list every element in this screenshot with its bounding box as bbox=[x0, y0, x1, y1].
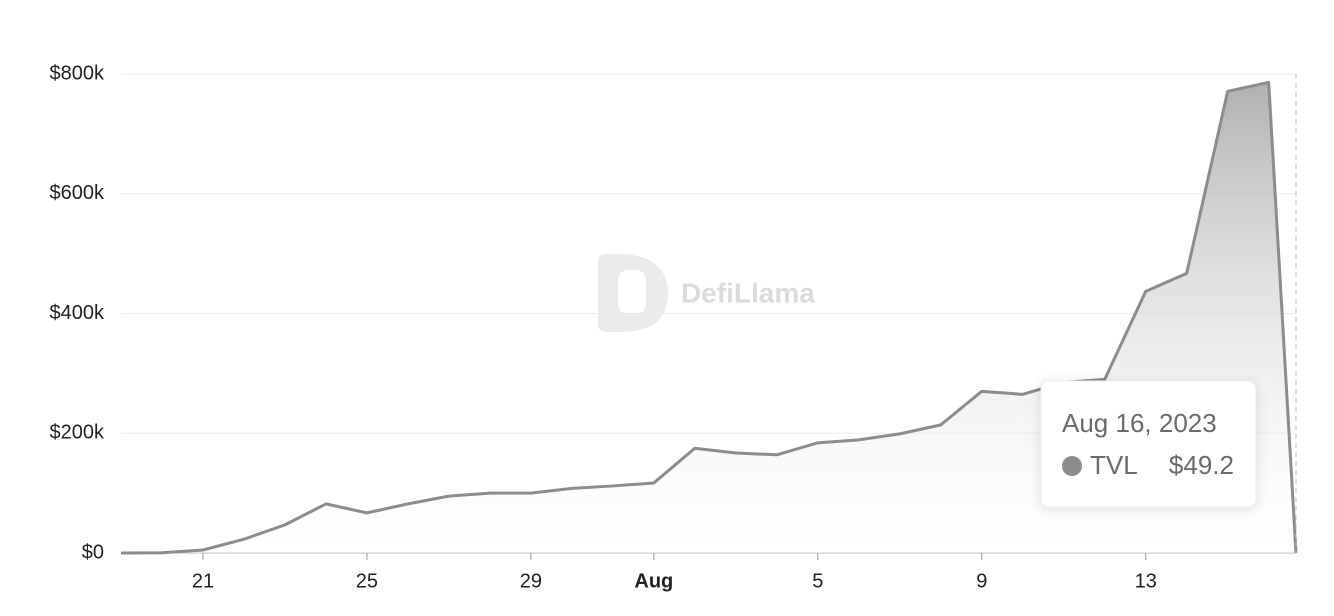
y-tick-label: $200k bbox=[50, 422, 105, 444]
y-tick-label: $600k bbox=[50, 182, 105, 204]
tooltip-date: Aug 16, 2023 bbox=[1062, 408, 1217, 438]
y-tick-label: $800k bbox=[50, 62, 105, 84]
x-tick-label: 13 bbox=[1135, 570, 1157, 592]
x-tick-label: 9 bbox=[976, 570, 987, 592]
area bbox=[121, 82, 1296, 553]
y-tick-label: $0 bbox=[82, 541, 104, 563]
tooltip-value: $49.2 bbox=[1169, 450, 1234, 480]
x-tick-label: 25 bbox=[356, 570, 378, 592]
line bbox=[120, 80, 1298, 555]
x-tick-label: 5 bbox=[812, 570, 823, 592]
x-tick-label: 29 bbox=[520, 570, 542, 592]
watermark: DefiLlama bbox=[681, 277, 815, 308]
tooltip-box bbox=[1040, 380, 1257, 508]
x-tick-label: Aug bbox=[634, 570, 673, 592]
watermark-logo: DefiLlama bbox=[598, 254, 815, 332]
tooltip: Aug 16, 2023 TVL $49.2 bbox=[1040, 380, 1257, 508]
x-tick-label: 21 bbox=[192, 570, 214, 592]
tooltip-marker bbox=[1062, 456, 1082, 476]
tooltip-series: TVL bbox=[1090, 450, 1138, 480]
y-tick-label: $400k bbox=[50, 302, 105, 324]
